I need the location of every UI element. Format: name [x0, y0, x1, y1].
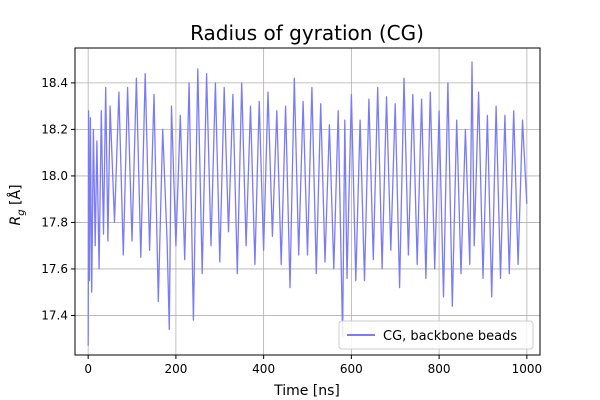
x-tick-label: 800: [428, 362, 451, 376]
series-line: [87, 61, 528, 346]
chart-title: Radius of gyration (CG): [190, 21, 424, 45]
x-tick-label: 400: [252, 362, 275, 376]
legend-box: [338, 320, 534, 350]
y-tick-label: 18.2: [41, 122, 68, 136]
y-tick-label: 17.8: [41, 215, 68, 229]
y-axis-label: Rg [Å]: [7, 184, 27, 225]
x-axis-label: Time [ns]: [273, 383, 340, 399]
y-tick-label: 17.6: [41, 262, 68, 276]
x-tick-label: 0: [84, 362, 92, 376]
x-axis-ticks: 0 200 400 600 800 1000: [84, 355, 542, 376]
y-tick-label: 17.4: [41, 308, 68, 322]
x-tick-label: 600: [340, 362, 363, 376]
y-axis-label-main: R: [8, 216, 24, 226]
series-group: [87, 61, 528, 346]
x-tick-label: 200: [164, 362, 187, 376]
legend-label: CG, backbone beads: [383, 329, 517, 344]
y-axis-label-unit: [Å]: [7, 184, 24, 209]
y-axis-ticks: 17.4 17.6 17.8 18.0 18.2 18.4: [41, 76, 75, 322]
x-tick-label: 1000: [512, 362, 543, 376]
plot-frame: [74, 47, 541, 356]
y-axis-label-sub: g: [16, 209, 27, 215]
legend: CG, backbone beads: [338, 320, 534, 350]
y-tick-label: 18.0: [41, 169, 68, 183]
y-tick-label: 18.4: [41, 76, 68, 90]
